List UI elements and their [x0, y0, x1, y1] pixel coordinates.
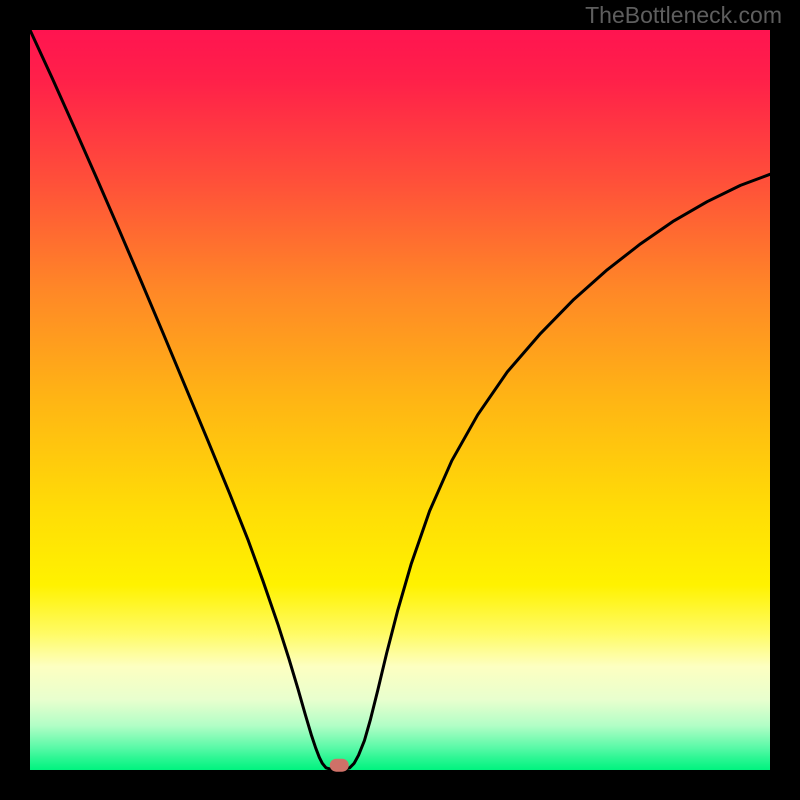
watermark-text: TheBottleneck.com: [585, 2, 782, 29]
bottleneck-curve: [30, 30, 770, 770]
plot-area: [30, 30, 770, 770]
minimum-marker: [330, 759, 349, 772]
chart-frame: TheBottleneck.com: [0, 0, 800, 800]
